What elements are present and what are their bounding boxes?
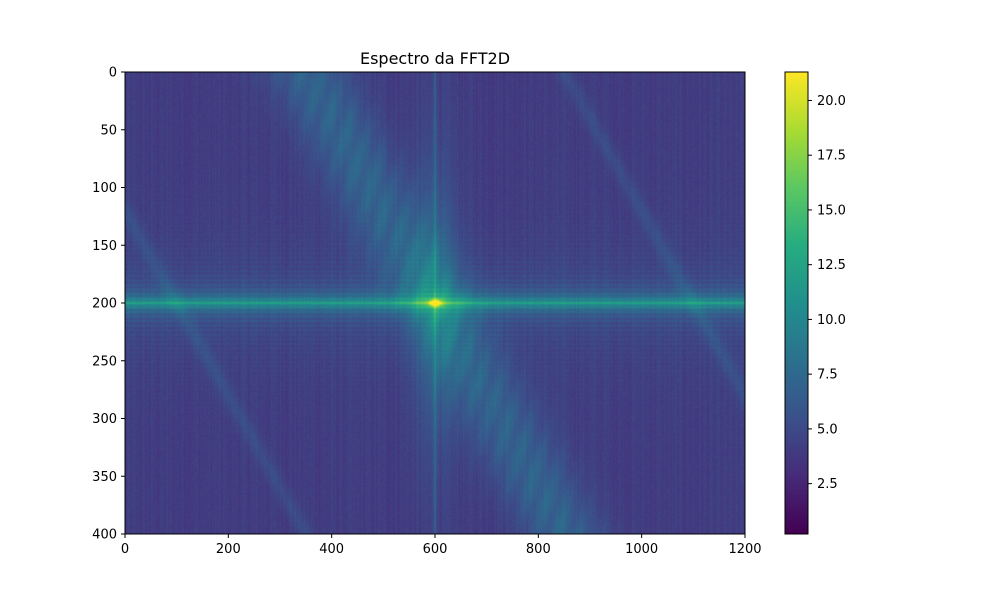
- y-tick-label: 350: [92, 470, 117, 485]
- heatmap-image: [125, 72, 745, 534]
- y-tick-label: 150: [92, 239, 117, 254]
- x-tick-label: 0: [121, 542, 129, 557]
- colorbar-tick-label: 5.0: [817, 422, 838, 437]
- y-tick-label: 400: [92, 528, 117, 543]
- x-axis: 0 200 400 600 800 1000 1200: [121, 534, 762, 557]
- x-tick-label: 600: [423, 542, 448, 557]
- y-tick-label: 250: [92, 354, 117, 369]
- chart-title: Espectro da FFT2D: [360, 49, 510, 68]
- x-tick-label: 200: [216, 542, 241, 557]
- y-axis: 0 50 100 150 200 250 300 350 400: [92, 66, 125, 543]
- colorbar-tick-label: 15.0: [817, 203, 846, 218]
- colorbar-gradient: [785, 72, 808, 534]
- colorbar-tick-label: 7.5: [817, 368, 838, 383]
- colorbar-axis: 2.5 5.0 7.5 10.0 12.5 15.0 17.5 20.0: [808, 94, 846, 492]
- x-tick-label: 1000: [625, 542, 658, 557]
- colorbar-tick-label: 17.5: [817, 149, 846, 164]
- y-tick-label: 0: [109, 66, 117, 81]
- colorbar-tick-label: 20.0: [817, 94, 846, 109]
- x-tick-label: 400: [319, 542, 344, 557]
- colorbar-tick-label: 2.5: [817, 477, 838, 492]
- x-tick-label: 1200: [728, 542, 761, 557]
- colorbar-frame: [784, 71, 809, 535]
- y-tick-label: 200: [92, 297, 117, 312]
- colorbar-tick-label: 12.5: [817, 258, 846, 273]
- y-tick-label: 50: [100, 123, 117, 138]
- heatmap-plot-area: [124, 71, 746, 535]
- y-tick-label: 100: [92, 181, 117, 196]
- colorbar-tick-label: 10.0: [817, 313, 846, 328]
- colorbar: 2.5 5.0 7.5 10.0 12.5 15.0 17.5 20.0: [784, 71, 846, 535]
- y-tick-label: 300: [92, 412, 117, 427]
- x-tick-label: 800: [526, 542, 551, 557]
